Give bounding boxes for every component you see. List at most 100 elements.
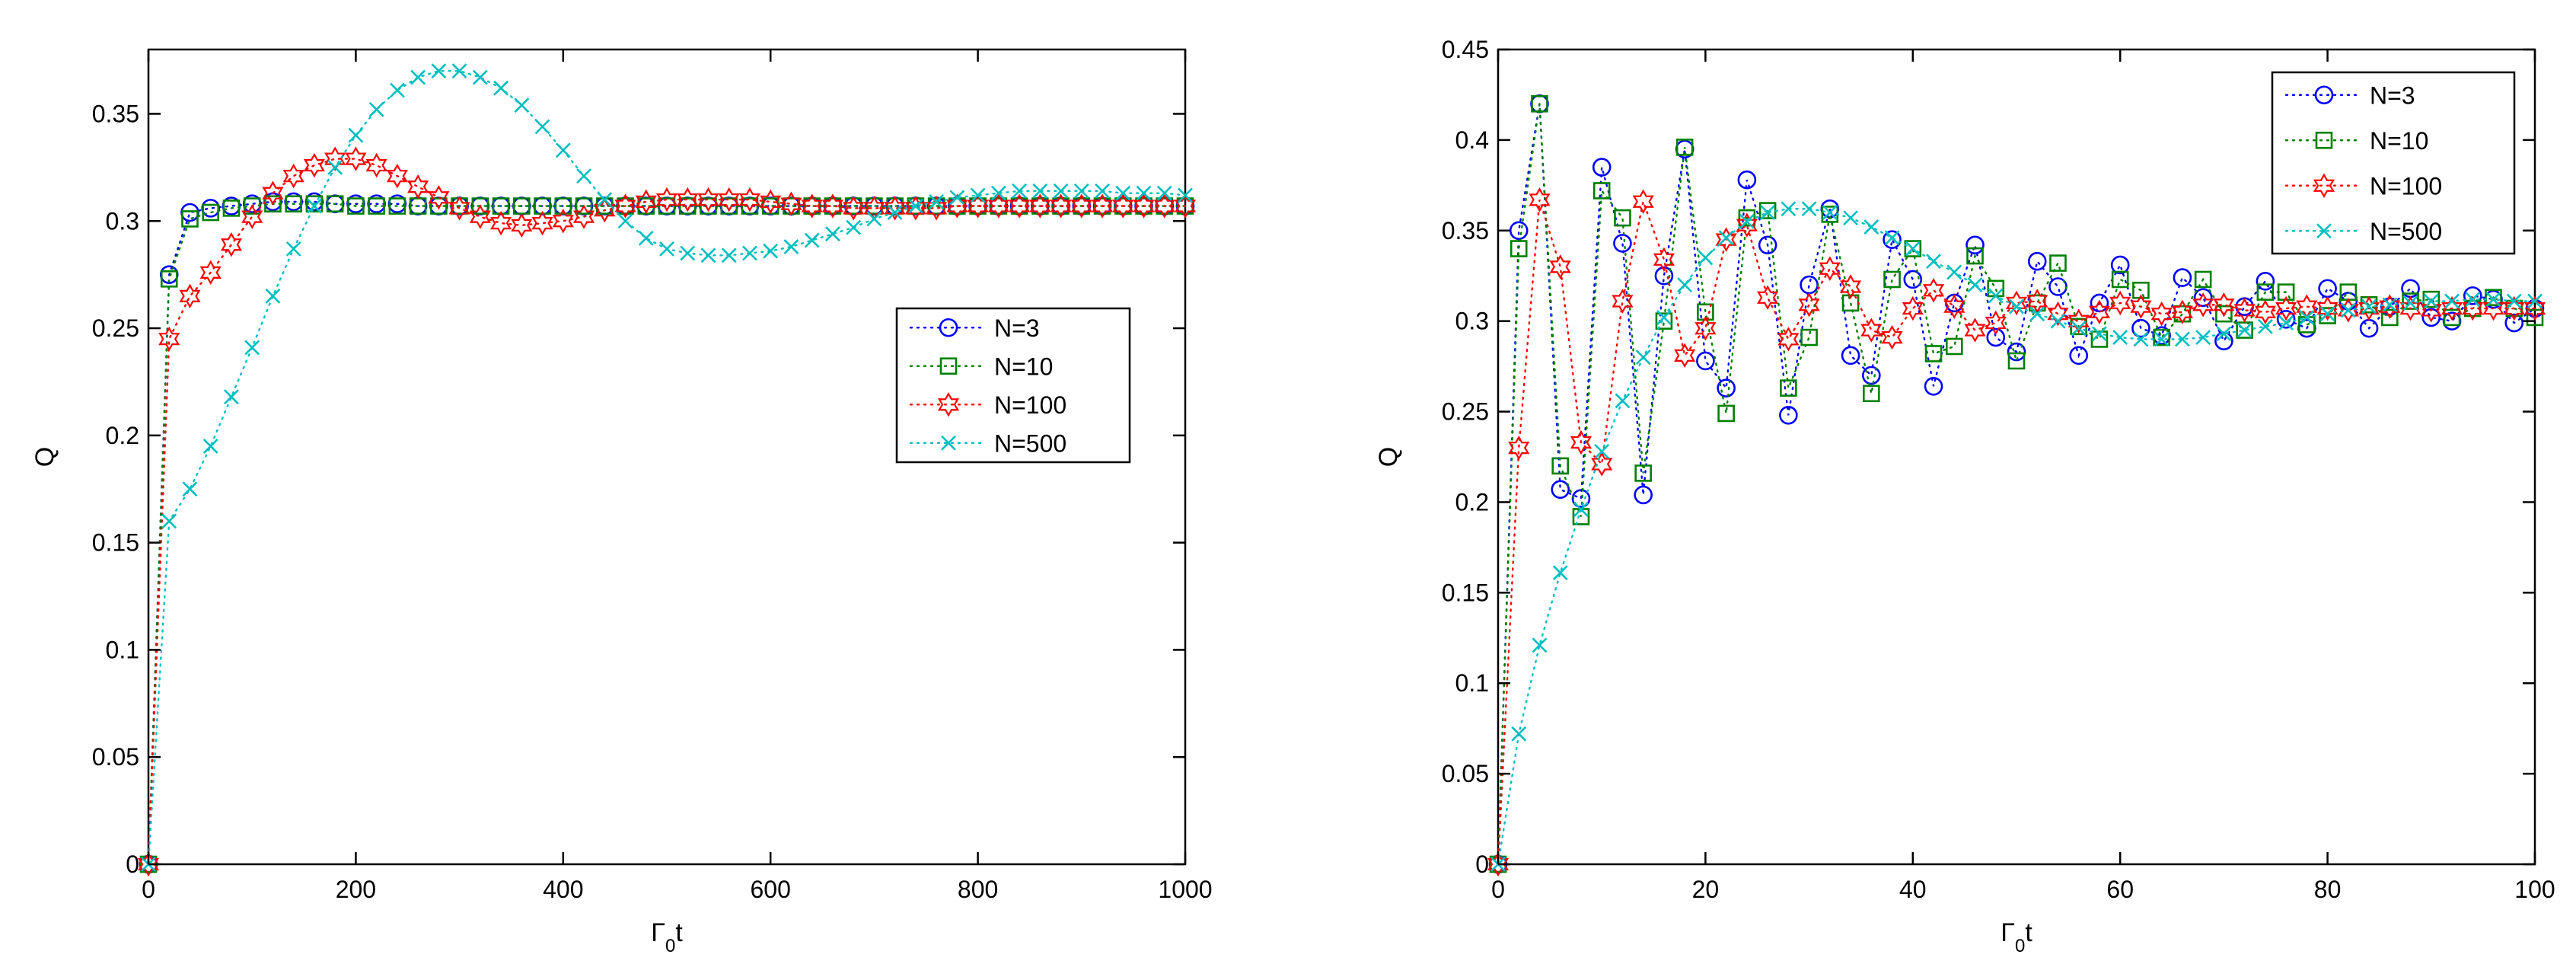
left-series-n-100-point bbox=[552, 209, 574, 234]
left-series-n-10-point bbox=[575, 197, 593, 215]
right-series-n-500-point bbox=[1552, 565, 1568, 581]
left-series-n-100-point bbox=[677, 187, 699, 212]
right-series-n-100-point bbox=[2026, 289, 2048, 314]
right-series-n-3-point bbox=[2110, 255, 2130, 275]
left-series-n-10-point bbox=[347, 197, 365, 215]
left-series-n-100-point bbox=[199, 260, 222, 286]
left-series-n-10-point bbox=[824, 197, 842, 215]
right-series-n-500-point bbox=[1739, 213, 1755, 229]
right-series-n-3-point bbox=[1613, 234, 1632, 253]
right-series-n-3-point bbox=[2069, 346, 2089, 366]
left-series-n-10-point bbox=[720, 197, 738, 215]
right-series-n-100-point bbox=[1694, 315, 1717, 341]
left-series-n-100-point bbox=[635, 189, 657, 215]
right-series-n-10-point bbox=[1904, 240, 1922, 257]
right-series-n-10-point bbox=[1697, 303, 1714, 321]
left-series-n-10-point bbox=[700, 197, 717, 215]
right-legend-box bbox=[2271, 71, 2516, 255]
left-y-tick-label: 0.1 bbox=[106, 636, 139, 663]
left-chart: 0 200 400 600 800 1000 0 0.05 0.1 0.15 0.2 0.25 0.3 0… bbox=[30, 48, 1213, 956]
right-series-n-500-point bbox=[2485, 292, 2501, 308]
left-series-n-500-point bbox=[1095, 183, 1110, 199]
right-series-n-10-point bbox=[2381, 308, 2399, 327]
right-series-n-500-point bbox=[2009, 298, 2024, 314]
right-series-n-100-point bbox=[2441, 295, 2463, 321]
right-series-n-500-point bbox=[1905, 241, 1921, 257]
right-series-n-500-point bbox=[1635, 350, 1651, 366]
right-series-n-100-point bbox=[2462, 295, 2484, 321]
left-series-n-100-point bbox=[469, 204, 491, 229]
right-series-n-500-point bbox=[2423, 293, 2439, 309]
right-series-n-100-point bbox=[2192, 292, 2214, 318]
left-series-n-500-point bbox=[410, 69, 426, 85]
right-series-n-100-point bbox=[1943, 294, 1965, 319]
left-series-n-500-point bbox=[327, 159, 343, 175]
right-series-n-100-point bbox=[2254, 299, 2276, 325]
right-series-n-100-point bbox=[2067, 308, 2090, 334]
left-series-n-100-point bbox=[843, 196, 865, 221]
right-series-n-100-point bbox=[1549, 254, 1571, 279]
left-series-n-100-point bbox=[884, 196, 906, 221]
right-series-n-3-point bbox=[1717, 378, 1736, 397]
right-series-n-3-point bbox=[2504, 313, 2524, 333]
left-series-n-500-point bbox=[866, 211, 882, 227]
left-series-n-100-point bbox=[1112, 193, 1134, 219]
right-series-n-10-point bbox=[1592, 182, 1611, 200]
right-series-n-10-point bbox=[2526, 308, 2544, 327]
left-x-tick-label: 800 bbox=[958, 876, 998, 903]
right-series-n-100-point bbox=[1840, 274, 1862, 299]
right-series-n-3-point bbox=[1509, 221, 1529, 241]
right-series-n-3-point bbox=[1862, 366, 1881, 385]
left-x-tick-label: 200 bbox=[336, 876, 376, 903]
left-series-n-500-point bbox=[514, 97, 530, 113]
left-series-n-100-point bbox=[1050, 193, 1072, 219]
right-series-n-500-point bbox=[2216, 326, 2232, 342]
right-series-n-500-point bbox=[1532, 637, 1548, 653]
left-series-n-500-point bbox=[680, 245, 696, 261]
left-legend-n-500-marker bbox=[941, 435, 956, 451]
right-series-n-10-point bbox=[1966, 247, 1984, 265]
right-y-tick-label: 0.15 bbox=[1442, 579, 1489, 606]
left-x-axis-label: Γ0t bbox=[651, 918, 683, 956]
right-series-n-500 bbox=[1490, 201, 2543, 872]
right-series-n-500-point bbox=[2361, 298, 2377, 314]
right-series-n-500-point bbox=[2133, 331, 2149, 347]
right-series-n-100-point bbox=[1881, 324, 1903, 350]
right-x-tick-label: 80 bbox=[2314, 876, 2342, 903]
left-series-n-500-point bbox=[990, 185, 1006, 201]
right-series-n-10-point bbox=[2153, 328, 2170, 346]
right-series-n-500-point bbox=[1926, 254, 1941, 270]
right-series-n-10-point bbox=[2090, 330, 2109, 348]
left-series-n-500-point bbox=[970, 187, 986, 203]
right-legend-n-100-marker bbox=[2313, 173, 2335, 198]
left-series-n-500-point bbox=[389, 82, 405, 98]
right-series-n-3-point bbox=[2090, 293, 2109, 313]
right-legend-n-100-label: N=100 bbox=[2370, 172, 2442, 200]
left-series-n-500-point bbox=[825, 226, 840, 242]
right-series-n-10-point bbox=[2007, 352, 2026, 370]
right-legend-n-500-label: N=500 bbox=[2370, 218, 2442, 245]
right-series-n-100-point bbox=[2337, 298, 2359, 323]
right-series-n-500-point bbox=[2029, 306, 2045, 322]
right-y-tick-label: 0.35 bbox=[1442, 217, 1489, 244]
left-series-n-500-point bbox=[534, 119, 550, 135]
right-series-n-100-point bbox=[1860, 318, 1883, 343]
left-series-n-10-point bbox=[264, 195, 282, 213]
right-y-tick-label: 0.4 bbox=[1455, 126, 1489, 154]
right-series-n-10-point bbox=[2111, 270, 2129, 289]
left-series-n-100-point bbox=[490, 210, 512, 236]
right-x-tick-label: 20 bbox=[1692, 876, 1720, 903]
left-series-n-10-point bbox=[326, 195, 344, 213]
right-series-n-100-point bbox=[1632, 189, 1654, 214]
right-series-n-100-point bbox=[1653, 247, 1675, 273]
right-series-n-100-point bbox=[1529, 187, 1551, 212]
right-series-n-3-point bbox=[1841, 346, 1860, 366]
left-series-n-500-point bbox=[1032, 183, 1048, 199]
right-series-n-100-point bbox=[1922, 278, 1945, 303]
right-series-n-500-point bbox=[2195, 330, 2211, 345]
left-series-n-100-point bbox=[718, 187, 740, 212]
right-series-n-10-point bbox=[1800, 328, 1818, 346]
right-series-n-100-point bbox=[2047, 301, 2069, 327]
right-series-n-100-point bbox=[2150, 301, 2173, 327]
